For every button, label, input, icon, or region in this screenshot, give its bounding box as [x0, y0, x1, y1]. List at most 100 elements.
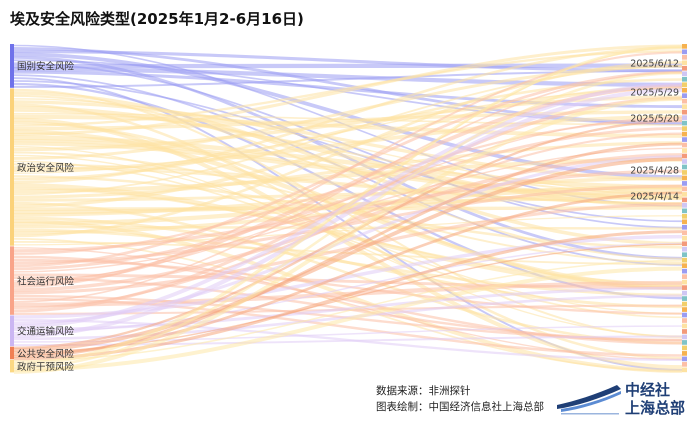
sankey-link: [13, 184, 683, 265]
target-node: [682, 104, 687, 109]
target-node: [682, 137, 687, 142]
target-node: [682, 362, 687, 367]
source-label: 数据来源：: [376, 385, 429, 397]
target-node: [682, 246, 687, 252]
target-date-label: 2025/4/14: [630, 192, 679, 203]
sankey-link: [13, 85, 683, 208]
source-node: [10, 88, 14, 246]
sankey-link: [13, 176, 683, 217]
target-node: [682, 82, 687, 88]
drawn-by-value: 中国经济信息社上海总部: [428, 401, 545, 413]
sankey-link: [13, 96, 683, 374]
target-node: [682, 241, 687, 247]
target-node: [682, 296, 687, 301]
sankey-link: [13, 44, 683, 137]
target-node: [682, 76, 687, 82]
sankey-link: [13, 202, 683, 295]
sankey-link: [13, 242, 683, 334]
source-node-label: 政治安全风险: [17, 162, 75, 174]
chart-title: 埃及安全风险类型(2025年1月2-6月16日): [10, 10, 304, 28]
target-node: [682, 120, 687, 126]
target-node: [682, 312, 687, 318]
target-node: [682, 142, 687, 148]
target-node: [682, 290, 687, 296]
source-node-label: 公共安全风险: [17, 348, 75, 360]
sankey-link: [13, 153, 683, 292]
logo-mark: [557, 385, 621, 415]
target-node: [682, 257, 687, 263]
target-node: [682, 175, 687, 181]
target-node: [682, 93, 687, 99]
target-node: [682, 49, 687, 55]
sankey-link: [13, 71, 683, 303]
sankey-link: [13, 45, 683, 365]
logo-text: 中经社 上海总部: [625, 381, 685, 417]
target-node: [682, 131, 687, 137]
target-nodes: [682, 44, 687, 373]
target-node: [682, 345, 687, 351]
source-node-label: 交通运输风险: [17, 326, 75, 338]
target-node: [682, 285, 687, 290]
sankey-link: [13, 273, 683, 290]
target-node: [682, 274, 687, 279]
target-node: [682, 181, 687, 186]
sankey-link: [13, 258, 683, 315]
source-node-label: 国别安全风险: [17, 61, 75, 73]
target-node: [682, 170, 687, 175]
target-node: [682, 340, 687, 345]
sankey-link: [13, 87, 683, 338]
target-node: [682, 44, 687, 49]
target-date-label: 2025/4/28: [630, 166, 679, 177]
sankey-link: [13, 157, 683, 352]
sankey-link: [13, 115, 683, 173]
target-node: [682, 356, 687, 362]
logo-line-1: 中经社: [625, 381, 671, 399]
target-node: [682, 235, 687, 241]
target-node: [682, 192, 687, 197]
sankey-links: [13, 44, 683, 374]
target-node: [682, 109, 687, 115]
target-node: [682, 224, 687, 230]
target-node: [682, 54, 687, 60]
target-node: [682, 87, 687, 93]
target-date-label: 2025/5/20: [630, 114, 679, 125]
target-node: [682, 351, 687, 356]
target-node: [682, 208, 687, 214]
target-node: [682, 159, 687, 164]
target-node: [682, 279, 687, 285]
target-node: [682, 230, 687, 236]
source-node: [10, 246, 14, 315]
sankey-link: [13, 80, 683, 223]
target-node: [682, 301, 687, 307]
sankey-link: [13, 95, 683, 152]
logo-line-2: 上海总部: [625, 399, 686, 417]
sankey-link: [13, 135, 683, 190]
sankey-link: [13, 266, 683, 372]
sankey-link: [13, 46, 683, 184]
target-node: [682, 263, 687, 269]
target-node: [682, 334, 687, 340]
source-node-label: 社会运行风险: [17, 275, 75, 287]
target-node: [682, 71, 687, 77]
drawn-by-label: 图表绘制：: [376, 401, 429, 413]
target-node: [682, 252, 687, 258]
sankey-link: [13, 61, 683, 238]
target-node: [682, 60, 687, 66]
target-node: [682, 153, 687, 159]
target-node: [682, 98, 687, 104]
target-node: [682, 323, 687, 329]
target-node: [682, 329, 687, 334]
source-node: [10, 346, 14, 360]
target-node: [682, 307, 687, 312]
source-node: [10, 315, 14, 347]
source-node-label: 政府干预风险: [17, 361, 75, 373]
target-node: [682, 268, 687, 274]
target-node: [682, 367, 687, 373]
source-node: [10, 359, 14, 373]
target-node: [682, 203, 687, 208]
target-date-label: 2025/5/29: [630, 88, 679, 99]
sankey-link: [13, 46, 683, 367]
target-node: [682, 197, 687, 203]
